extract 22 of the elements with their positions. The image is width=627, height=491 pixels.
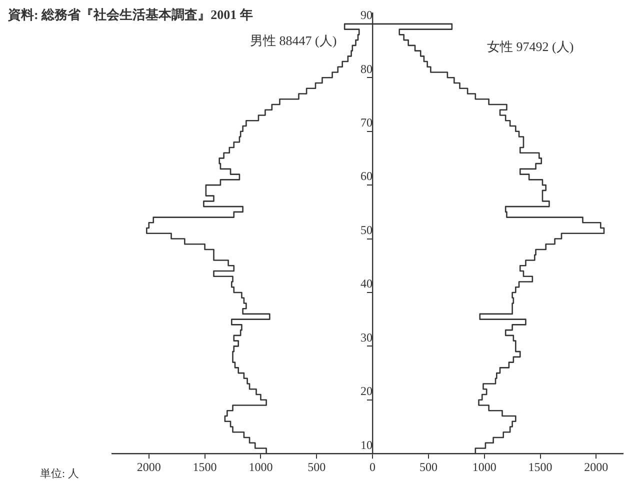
chart-title: 資料: 総務省『社会生活基本調査』2001 年 xyxy=(8,6,253,24)
x-tick-label: 500 xyxy=(419,460,438,474)
y-tick-label: 90 xyxy=(360,8,373,22)
x-tick-label: 1500 xyxy=(528,460,552,474)
y-tick-label: 70 xyxy=(360,116,373,130)
x-tick-label: 500 xyxy=(308,460,326,474)
y-tick-label: 10 xyxy=(360,438,373,452)
x-tick-label: 1000 xyxy=(472,460,496,474)
text: 女性 97492 (人) xyxy=(487,38,574,56)
x-tick-label: 1500 xyxy=(192,460,217,474)
y-tick-label: 80 xyxy=(360,62,373,76)
x-tick-label: 2000 xyxy=(136,460,161,474)
y-tick-label: 30 xyxy=(360,330,373,344)
y-tick-label: 60 xyxy=(360,169,373,184)
y-tick-label: 50 xyxy=(360,222,373,237)
x-tick-label: 2000 xyxy=(584,460,608,474)
series-label: 男性 88447 (人) xyxy=(250,32,337,50)
y-tick-label: 20 xyxy=(360,384,373,398)
y-tick-label: 40 xyxy=(360,276,373,291)
text: 単位: 人 xyxy=(40,467,79,481)
x-tick-label: 1000 xyxy=(248,460,273,474)
x-tick-label: 0 xyxy=(370,460,376,474)
